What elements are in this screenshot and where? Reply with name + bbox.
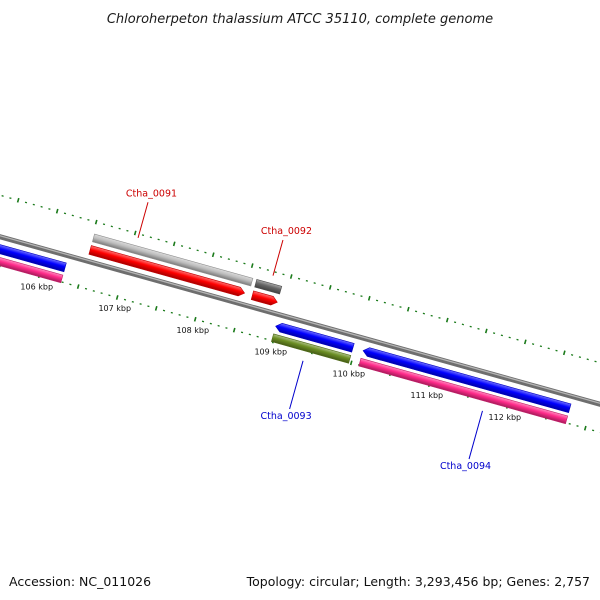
outer-tick [484,328,488,334]
outer-tick [367,295,371,301]
leader-line-1 [272,239,284,276]
inner-tick [154,306,158,311]
inner-tick [583,425,587,431]
label-layer: 106 kbp 107 kbp 108 kbp 109 kbp 110 kbp 111 k… [20,188,521,472]
accession-text: Accession: NC_011026 [9,574,151,589]
outer-tick [55,208,59,214]
inner-tick [232,327,236,333]
reverse-gene-left-feature [0,257,64,284]
ctha-0091-cds-feature [88,245,246,297]
leader-line-2 [289,360,304,410]
inner-tick [349,360,353,366]
scale-label-109: 109 kbp [254,348,287,357]
ctha-0094-cds-feature [362,347,572,413]
outer-tick [172,241,176,247]
backbone-line [0,234,600,407]
outer-tick [94,219,98,225]
scale-label-106: 106 kbp [20,282,53,291]
outer-tick [445,317,449,323]
outer-tick [328,285,332,290]
outer-tick [16,197,20,203]
backbone-highlight [0,235,600,404]
inner-tick [76,284,80,289]
inner-tick [115,295,119,300]
ctha-0092-cds-feature [250,290,278,306]
gene-label-ctha-0091: Ctha_0091 [126,188,177,199]
leader-line-0 [137,202,149,239]
backbone-layer [0,234,600,407]
gene-label-ctha-0094: Ctha_0094 [440,461,491,472]
scale-label-112: 112 kbp [489,413,522,422]
outer-tick [133,230,137,236]
ctha-0092-gene-feature [254,279,283,295]
ctha-0091-gene-feature [92,233,254,287]
genome-title: Chloroherpeton thalassium ATCC 35110, co… [107,12,493,27]
ctha-0093-green-feature [271,333,352,364]
scale-label-110: 110 kbp [332,369,365,378]
leader-line-3 [468,410,483,460]
inner-tick [193,316,197,322]
gene-label-ctha-0093: Ctha_0093 [261,411,312,422]
outer-tick [523,339,527,345]
reverse-cds-left-feature [0,244,67,273]
ctha-0093-cds-feature [275,322,355,353]
feature-layer [0,233,572,425]
outer-tick [406,306,410,312]
scale-label-107: 107 kbp [98,304,131,313]
gene-label-ctha-0092: Ctha_0092 [261,226,312,237]
outer-tick [250,263,254,269]
outer-tick [562,350,566,356]
genome-summary-text: Topology: circular; Length: 3,293,456 bp… [246,574,590,589]
ctha-0094-gene-feature [358,357,569,425]
outer-tick [289,274,293,279]
scale-label-108: 108 kbp [176,326,209,335]
scale-label-111: 111 kbp [411,391,444,400]
outer-tick [211,252,215,258]
